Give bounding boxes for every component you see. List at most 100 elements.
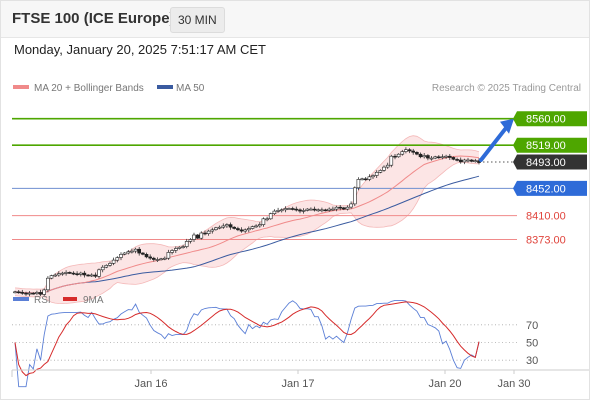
candle-body [148,256,152,259]
candle-body [108,263,112,266]
candle-body [247,228,251,231]
candle-body [141,252,145,255]
rsi-legend-label: RSI [34,295,51,306]
candle-body [385,164,390,168]
candle-body [166,252,171,259]
candle-body [104,265,109,268]
bollinger-fill [15,135,479,304]
rsi-legend-swatch [13,297,29,301]
candle-body [115,257,120,261]
level-label-text: 8373.00 [526,235,566,247]
candle-body [312,208,317,211]
level-label-box [513,137,587,153]
rsi-level-label: 30 [526,355,538,367]
candle-body [174,248,178,251]
candle-body [86,274,90,277]
candle-body [100,266,105,271]
candle-body [462,159,467,163]
candle-body [374,172,379,176]
candle-body [422,155,427,158]
candle-body [35,292,39,294]
candle-body [188,239,193,242]
rsi-levels: 70 50 30 [12,320,538,367]
candle-body [42,289,47,295]
candles [13,147,481,297]
candle-body [49,275,54,279]
candle-body [429,157,434,160]
instrument-title: FTSE 100 (ICE Europe) [12,10,175,27]
projection-arrow-shaft [479,124,509,162]
candle-body [236,228,240,231]
candle-body [38,292,43,295]
credit-label: Research © 2025 Trading Central [432,83,581,94]
candle-body [56,273,61,276]
candle-body [436,156,441,159]
candle-body [378,170,383,173]
candle-body [239,229,244,232]
bollinger-upper [14,135,480,290]
candle-body [133,248,138,252]
candle-body [13,291,17,294]
candle-body [396,153,401,158]
level-label-text: 8452.00 [526,183,566,195]
candle-body [250,226,255,229]
candle-body [265,218,269,221]
candle-body [473,160,478,162]
candle-body [447,155,452,158]
candle-body [345,206,350,210]
candle-body [24,292,28,295]
candle-body [338,206,343,209]
candle-body [82,272,87,276]
candle-body [97,269,101,277]
candle-body [181,246,185,248]
candle-body [71,272,76,275]
level-label-box [513,180,587,196]
bollinger-lower [14,161,480,305]
candle-body [455,159,459,161]
ma50-line [14,175,480,294]
candle-body [53,274,58,277]
candle-body [184,241,189,247]
candle-body [305,208,310,211]
candle-body [283,208,288,211]
candle-body [360,178,364,181]
candle-body [203,232,207,235]
candle-body [320,209,324,212]
rsi-lines [14,299,480,388]
ma50-legend-swatch [157,85,173,89]
candle-body [79,272,83,275]
candle-body [137,248,141,254]
datetime-label: Monday, January 20, 2025 7:51:17 AM CET [14,42,266,57]
candle-body [46,277,50,291]
candle-body [426,155,430,159]
ma20-legend-label: MA 20 + Bollinger Bands [34,83,144,94]
price-chart[interactable]: MA 20 + Bollinger Bands MA 50 Research ©… [1,64,589,399]
candle-body [31,292,36,295]
candle-body [334,206,339,210]
timeframe-button[interactable]: 30 MIN [170,7,225,33]
level-label-text: 8519.00 [526,140,566,152]
level-label-text: 8410.00 [526,211,566,223]
projection-arrowhead [500,118,514,134]
candle-body [466,159,470,162]
projection-arrow [479,118,514,162]
candle-body [64,272,68,274]
candle-body [210,229,215,232]
candle-body [451,157,456,160]
candle-body [75,273,79,275]
bollinger-band [14,135,480,305]
candle-body [214,227,218,231]
candle-body [159,258,163,261]
candle-body [268,213,273,220]
candle-body [261,218,266,225]
candle-body [93,274,98,277]
header-bar: FTSE 100 (ICE Europe) 30 MIN [1,1,589,38]
candle-body [272,210,277,215]
candle-body [225,224,229,227]
candle-body [119,254,123,258]
candle-body [20,292,25,294]
candle-body [144,254,149,258]
level-lines [12,117,517,240]
candle-body [440,156,445,159]
candle-body [232,226,236,229]
